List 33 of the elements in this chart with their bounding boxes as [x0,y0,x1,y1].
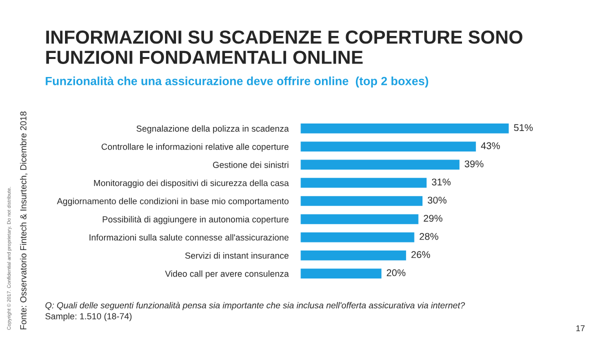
text: Sample: 1.510 (18-74) [45,312,132,322]
data-label: 20% [386,269,406,276]
bar [300,194,424,208]
data-label: 39% [464,160,484,168]
y-tick-label: Informazioni sulla salute connesse all'assicurazione [90,234,289,241]
text: Q: Quali delle seguenti funzionalità pensa sia importante che sia inclusa nell'offerta assicurativa via internet? [45,302,465,310]
bar [300,140,478,153]
y-tick-label: Possibilità di aggiungere in autonomia coperture [102,216,289,224]
source-note: Fonte: Osservatorio Fintech & Insurtech, Dicembre 2018 [20,112,28,330]
bar [300,230,416,244]
y-tick-label: Aggiornamento delle condizioni in base mio comportamento [56,198,289,206]
data-label: 26% [411,251,430,258]
data-label: 28% [420,233,438,240]
text: 17 [576,325,585,332]
bar [300,249,408,262]
y-tick-label: Video call per avere consulenza [165,270,289,279]
data-label: 29% [424,214,442,222]
y-tick-label: Servizi di instant insurance [185,252,289,259]
data-label: 31% [432,178,451,186]
chart-subtitle: Funzionalità che una assicurazione deve offrire online (top 2 boxes) [46,76,428,88]
y-tick-label: Monitoraggio dei dispositivi di sicurezza della casa [94,180,289,188]
y-tick-label: Segnalazione della polizza in scadenza [136,125,289,134]
chart-title: INFORMAZIONI SU SCADENZE E COPERTURE SONO FUNZIONI FONDAMENTALI ONLINE [46,30,522,64]
bar [300,158,461,172]
bar [300,267,383,280]
data-label: 51% [514,124,533,132]
bar [300,212,420,226]
data-label: 30% [428,196,446,204]
bar [300,176,428,190]
data-label: 43% [480,142,500,150]
bar [300,122,510,135]
y-tick-label: Controllare le informazioni relative alle coperture [102,143,289,152]
y-tick-label: Gestione dei sinistri [212,162,288,168]
